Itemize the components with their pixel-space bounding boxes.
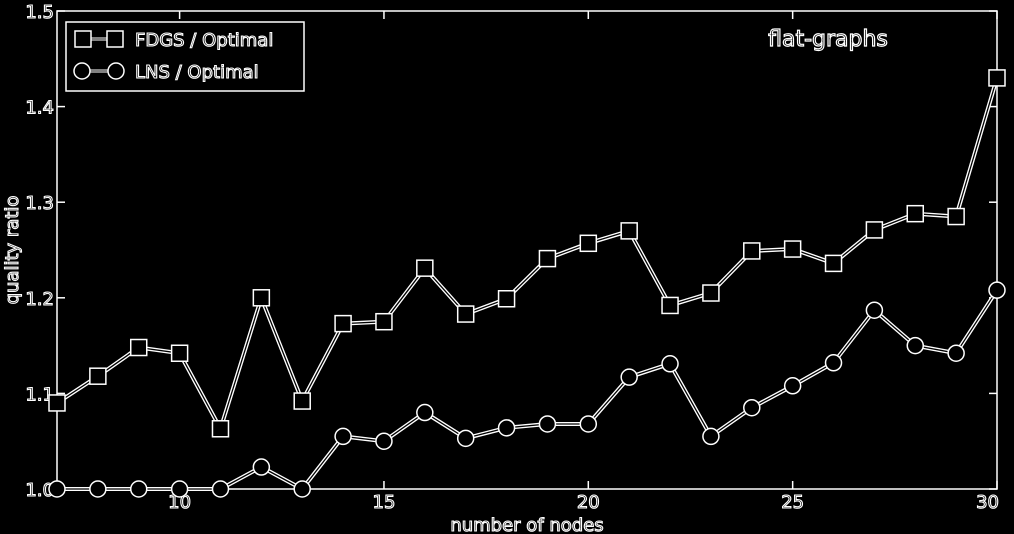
data-point-circle <box>334 427 352 446</box>
y-axis-title: quality ratio <box>2 196 23 305</box>
data-point-square <box>416 259 434 277</box>
data-point-circle <box>129 480 148 498</box>
series-layer <box>48 69 1006 498</box>
data-point-square <box>211 420 230 438</box>
legend-item-lns: LNS / Optimal <box>73 61 259 84</box>
data-point-circle <box>743 398 761 417</box>
data-point-square <box>661 296 679 315</box>
data-point-circle <box>620 368 638 386</box>
data-point-circle <box>988 281 1006 299</box>
data-point-circle <box>661 355 679 373</box>
x-axis: 10 15 20 25 30 <box>168 11 1000 514</box>
chart-annotation: flat-graphs <box>768 27 888 52</box>
series-line <box>56 77 998 430</box>
legend-circle-marker <box>73 62 91 80</box>
data-point-square <box>375 312 393 331</box>
plot-frame <box>56 10 998 490</box>
legend-square-marker <box>74 30 92 48</box>
data-point-square <box>89 367 107 385</box>
data-point-square <box>170 344 189 362</box>
data-point-circle <box>170 480 189 498</box>
legend-item-fdgs: FDGS / Optimal <box>74 29 274 52</box>
data-point-circle <box>906 336 925 355</box>
data-point-circle <box>89 480 107 498</box>
data-point-circle <box>783 377 802 395</box>
y-tick-label: 1.3 <box>25 193 54 214</box>
data-point-square <box>783 240 802 258</box>
data-point-circle <box>211 480 230 498</box>
data-point-square <box>252 289 271 307</box>
data-point-square <box>579 234 598 253</box>
data-point-square <box>988 69 1006 87</box>
data-point-square <box>824 254 843 273</box>
x-tick-label: 20 <box>577 492 600 513</box>
data-point-circle <box>375 432 393 450</box>
data-point-square <box>334 314 352 333</box>
x-tick-label: 25 <box>781 492 804 513</box>
data-point-circle <box>48 480 66 498</box>
data-point-circle <box>947 344 965 362</box>
data-point-square <box>293 392 311 410</box>
legend-box <box>65 21 305 92</box>
data-point-circle <box>497 419 516 437</box>
y-tick-label: 1.0 <box>25 480 54 501</box>
data-point-circle <box>579 415 598 433</box>
y-tick-label: 1.2 <box>25 289 54 310</box>
data-point-square <box>129 338 148 357</box>
y-tick-label: 1.1 <box>25 384 54 405</box>
data-point-square <box>702 284 720 302</box>
data-point-square <box>497 290 516 308</box>
x-tick-label: 15 <box>373 492 396 513</box>
data-point-circle <box>538 415 557 433</box>
data-point-circle <box>252 458 271 476</box>
series-fdgs <box>48 69 1006 438</box>
series-lns <box>48 281 1006 498</box>
legend-circle-marker <box>107 62 125 80</box>
legend-label-fdgs: FDGS / Optimal <box>135 30 273 51</box>
x-tick-label: 10 <box>168 492 191 513</box>
series-line-outline <box>55 77 999 431</box>
data-point-square <box>743 242 761 260</box>
data-point-circle <box>416 403 434 422</box>
data-point-circle <box>824 354 843 372</box>
data-point-square <box>456 305 475 323</box>
y-tick-label: 1.5 <box>25 2 54 23</box>
data-point-circle <box>865 301 884 319</box>
x-axis-title: number of nodes <box>450 515 603 534</box>
data-point-circle <box>456 429 475 448</box>
data-point-square <box>48 394 66 412</box>
data-point-square <box>865 221 884 239</box>
y-axis: 1.0 1.1 1.2 1.3 1.4 1.5 <box>25 1 997 502</box>
data-point-circle <box>702 427 720 446</box>
legend: FDGS / Optimal LNS / Optimal <box>65 21 305 92</box>
data-point-square <box>906 204 925 223</box>
data-point-square <box>538 249 557 268</box>
data-point-square <box>947 207 965 226</box>
data-point-circle <box>293 480 311 498</box>
legend-label-lns: LNS / Optimal <box>135 62 259 83</box>
data-point-square <box>620 222 638 240</box>
legend-square-marker <box>106 30 124 48</box>
x-tick-label: 30 <box>976 492 999 513</box>
y-tick-label: 1.4 <box>25 98 54 119</box>
